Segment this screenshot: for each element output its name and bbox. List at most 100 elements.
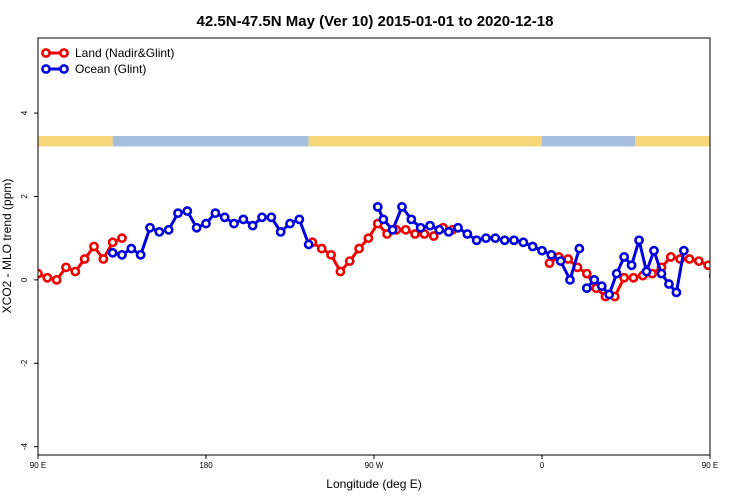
strip-land-2 <box>308 135 542 147</box>
series-1-point <box>546 249 557 260</box>
series-0-point <box>326 249 336 260</box>
series-0-point <box>61 262 71 273</box>
series-0-point <box>708 272 710 279</box>
legend-label: Ocean (Glint) <box>75 62 146 76</box>
series-1-point <box>527 241 538 252</box>
series-1-point <box>219 212 230 223</box>
series-0-point <box>693 256 704 266</box>
series-1-point <box>372 201 383 212</box>
legend-marker <box>41 64 51 74</box>
y-tick-label: 0 <box>20 277 29 282</box>
y-tick-label: 4 <box>20 110 29 115</box>
series-1-point <box>229 218 239 229</box>
series-1-point <box>201 218 211 229</box>
y-axis: -4 -2 0 2 4 <box>20 110 38 450</box>
series-0-point <box>544 258 555 269</box>
series-1-point <box>490 233 501 244</box>
x-axis: 90 E 180 90 W 0 90 E <box>30 455 718 470</box>
series-1-point <box>589 274 600 285</box>
strip-land-4 <box>635 135 710 147</box>
series-0-point <box>410 229 420 239</box>
series-0-line-1 <box>311 222 453 274</box>
series-0-point <box>79 254 90 264</box>
series-1-point <box>378 214 389 225</box>
series-0-point <box>581 268 592 279</box>
series-1-point <box>453 222 463 233</box>
series-1-point <box>565 274 575 285</box>
series-0-point <box>70 266 81 277</box>
land-ocean-strip <box>38 135 710 147</box>
series-0-point <box>719 264 726 271</box>
series-1-point <box>509 235 519 246</box>
series-1-point <box>649 245 659 256</box>
series-1-point <box>191 222 202 233</box>
series-0-point <box>335 266 346 277</box>
series-0-point <box>89 241 99 252</box>
series-1-point <box>210 208 221 219</box>
series-0-point <box>42 272 53 283</box>
series-1-point <box>619 252 630 262</box>
x-tick-label: 90 E <box>30 461 46 470</box>
series-1-point <box>303 239 314 250</box>
series-1-point <box>481 233 491 244</box>
series-1-point <box>555 256 566 266</box>
series-1-point <box>275 227 286 237</box>
series-1-point <box>499 235 510 246</box>
series-1-point <box>397 201 407 212</box>
series-1-point <box>471 235 482 246</box>
legend-item-1: Ocean (Glint) <box>41 62 146 76</box>
y-axis-label: XCO2 - MLO trend (ppm) <box>0 179 14 314</box>
legend-marker <box>41 48 51 58</box>
series-0-point <box>665 252 676 262</box>
series-1-point <box>581 283 592 294</box>
series-1-point <box>145 222 155 233</box>
series-0-line-3 <box>714 238 750 280</box>
series-0-point <box>619 272 630 283</box>
series-0-point <box>98 254 109 264</box>
x-tick-label: 90 E <box>702 461 718 470</box>
y-tick-label: -2 <box>20 359 29 367</box>
series-1-point <box>266 212 277 223</box>
series-1-point <box>406 214 417 225</box>
series-1-point <box>626 260 637 271</box>
series-1-point <box>285 218 295 229</box>
series-1-point <box>518 237 529 248</box>
series-1-point <box>641 266 652 277</box>
series-1-point <box>604 289 615 300</box>
legend-label: Land (Nadir&Glint) <box>75 46 174 60</box>
y-tick-label: -4 <box>20 443 29 451</box>
series-1-point <box>596 281 607 292</box>
series-1-point <box>117 249 127 260</box>
series-1-point <box>611 268 622 279</box>
series-0-point <box>628 272 639 283</box>
series-1-point <box>671 287 682 298</box>
series-layer <box>38 201 750 302</box>
series-1-point <box>434 224 445 235</box>
series-0-point <box>684 254 695 264</box>
series-1-point <box>135 249 146 260</box>
series-0-point <box>703 260 710 271</box>
plot-area <box>37 37 711 456</box>
series-1 <box>107 201 689 300</box>
x-axis-label: Longitude (deg E) <box>326 477 421 491</box>
series-1-point <box>238 214 249 225</box>
strip-land-0 <box>38 135 113 147</box>
series-0-point <box>363 233 374 244</box>
series-0-point <box>316 243 327 254</box>
series-1-point <box>664 279 674 289</box>
series-1-point <box>182 206 193 216</box>
series-0-point <box>344 256 355 266</box>
series-0-point <box>428 231 439 241</box>
strip-ocean-3 <box>542 135 636 147</box>
series-1-point <box>294 214 305 225</box>
series-1-point <box>247 220 258 231</box>
legend-marker <box>59 64 69 74</box>
series-0-point <box>51 274 62 285</box>
chart-title: 42.5N-47.5N May (Ver 10) 2015-01-01 to 2… <box>197 13 554 30</box>
strip-ocean-1 <box>112 135 309 147</box>
series-0-point <box>107 237 118 248</box>
series-1-point <box>154 227 165 237</box>
series-0-point <box>563 254 574 264</box>
series-0-point <box>354 243 364 254</box>
legend-item-0: Land (Nadir&Glint) <box>41 46 174 60</box>
